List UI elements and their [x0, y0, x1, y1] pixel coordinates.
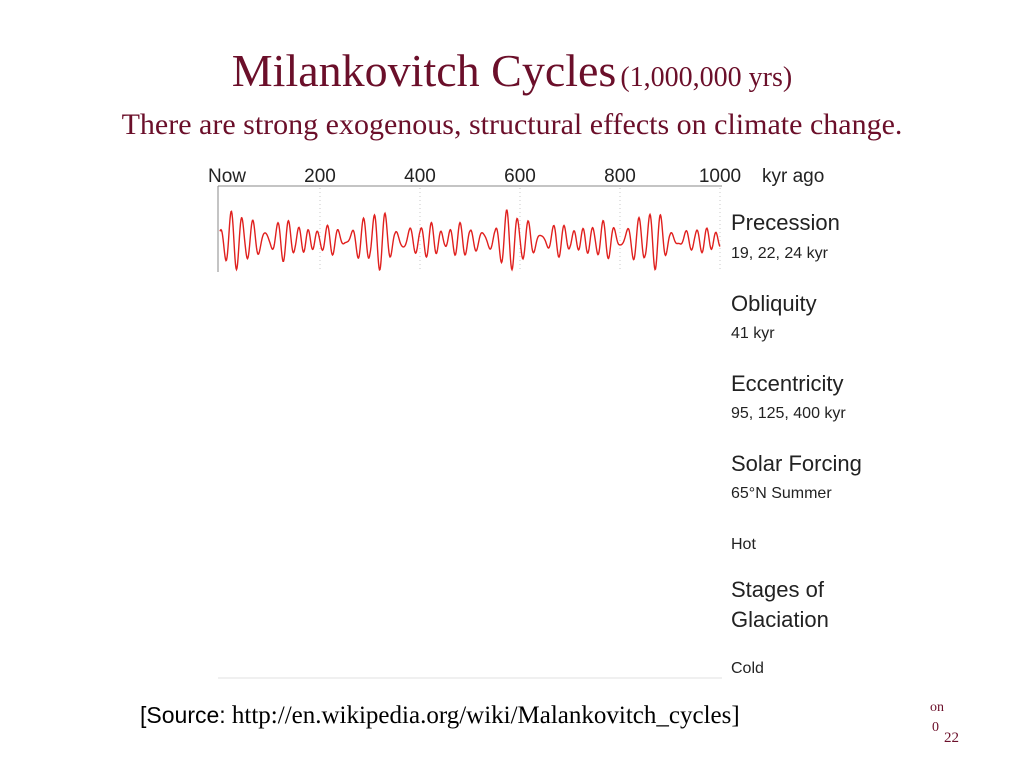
panel-label: Obliquity: [731, 291, 817, 316]
series-detail-precession: 19, 22, 24 kyr: [731, 245, 829, 262]
panel-label: Eccentricity: [731, 371, 843, 396]
title-main: Milankovitch Cycles: [231, 45, 617, 96]
footer-fragment-a: on: [930, 700, 944, 715]
page-number: 22: [944, 730, 959, 746]
panel-detail: Hot: [731, 536, 756, 553]
gridlines: [319, 188, 721, 272]
x-tick-label: 800: [604, 166, 636, 187]
title-sub: (1,000,000 yrs): [620, 62, 793, 93]
precession-series-line: [219, 209, 721, 272]
x-tick-labels: Now 200 400 600 800 1000 kyr ago: [208, 166, 824, 187]
source-url[interactable]: http://en.wikipedia.org/wiki/Malankovitc…: [231, 702, 740, 729]
x-axis-unit: kyr ago: [762, 166, 824, 187]
panel-label: Stages of: [731, 577, 825, 602]
footer-fragment-b: 0: [932, 720, 939, 735]
panel-detail: 65°N Summer: [731, 485, 832, 502]
x-tick-label: 1000: [699, 166, 741, 187]
panel-detail: 95, 125, 400 kyr: [731, 405, 846, 422]
panel-label-line2: Glaciation: [731, 607, 829, 632]
slide-subtitle: There are strong exogenous, structural e…: [121, 108, 903, 141]
panel-labels: Precession 19, 22, 24 kyr Obliquity 41 kyr E…: [731, 210, 862, 677]
source-prefix: [Source:: [140, 702, 226, 728]
x-tick-label: Now: [208, 166, 246, 187]
x-tick-label: 400: [404, 166, 436, 187]
panel-detail: 41 kyr: [731, 325, 775, 342]
source-citation: [Source: http://en.wikipedia.org/wiki/Ma…: [140, 697, 860, 733]
x-tick-label: 200: [304, 166, 336, 187]
panel-label: Solar Forcing: [731, 451, 862, 476]
series-label-precession: Precession: [731, 210, 840, 235]
slide-title: Milankovitch Cycles (1,000,000 yrs): [0, 44, 1024, 97]
x-tick-label: 600: [504, 166, 536, 187]
panel-detail: Cold: [731, 660, 764, 677]
